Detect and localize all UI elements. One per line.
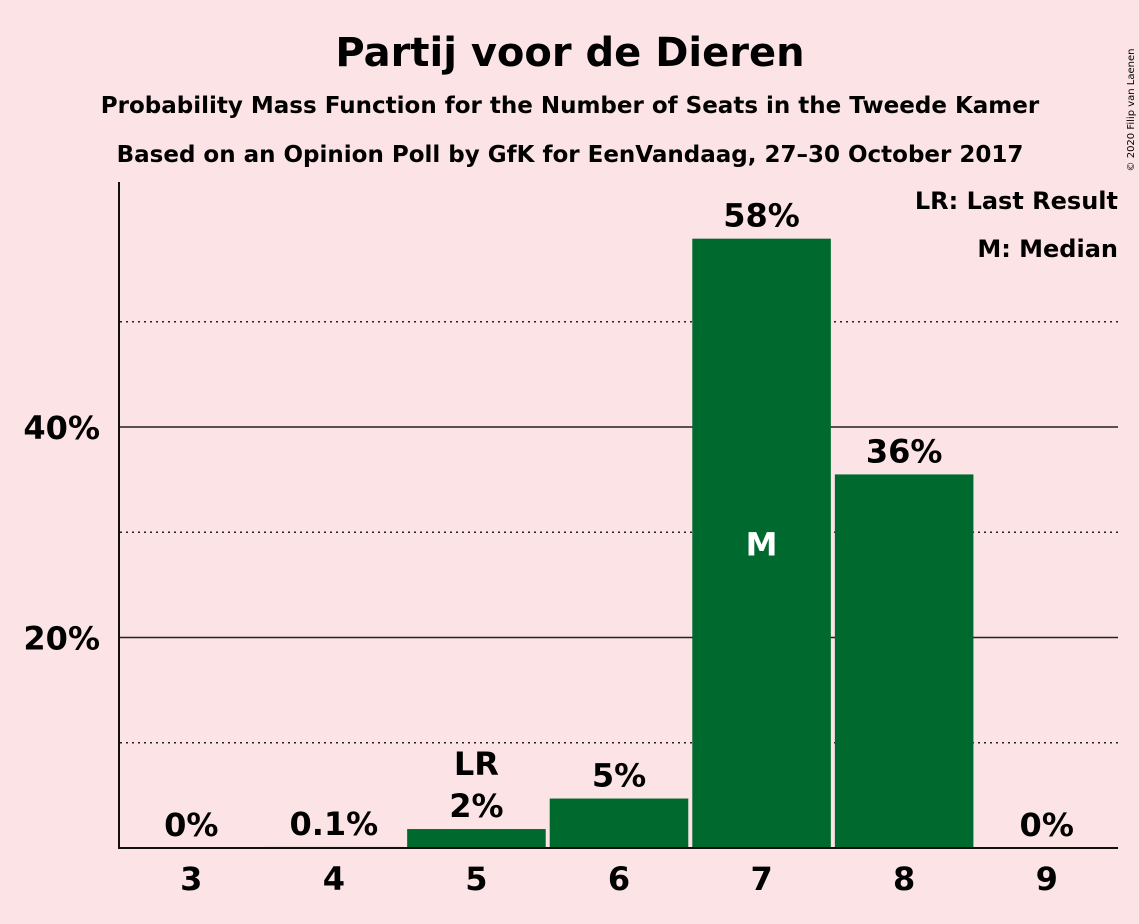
- bar-seats-7: [692, 238, 831, 848]
- x-tick-label: 4: [323, 860, 345, 898]
- x-tick-label: 7: [750, 860, 772, 898]
- value-label: 2%: [449, 787, 503, 825]
- last-result-marker: LR: [454, 745, 499, 783]
- x-tick-label: 8: [893, 860, 915, 898]
- bar-seats-5: [407, 829, 546, 848]
- x-axis-ticks: 3 4 5 6 7 8 9: [180, 860, 1058, 898]
- value-label: 0.1%: [289, 805, 378, 843]
- y-tick-label: 20%: [23, 620, 100, 658]
- value-label: 58%: [723, 197, 800, 235]
- chart-title: Partij voor de Dieren: [335, 30, 804, 76]
- value-label: 0%: [1020, 806, 1074, 844]
- data-labels: 0% 0.1% 2% LR 5% 58% M 36% 0%: [164, 197, 1074, 844]
- legend-median: M: Median: [977, 235, 1118, 263]
- bars: [264, 238, 974, 848]
- y-axis-ticks: 20% 40%: [23, 409, 100, 657]
- value-label: 5%: [592, 757, 646, 795]
- bar-seats-6: [549, 798, 689, 848]
- copyright-note: © 2020 Filip van Laenen: [1126, 49, 1137, 172]
- y-tick-label: 40%: [23, 409, 100, 447]
- median-marker: M: [746, 525, 778, 563]
- bar-seats-8: [834, 474, 974, 848]
- x-tick-label: 5: [465, 860, 487, 898]
- legend-last-result: LR: Last Result: [915, 187, 1118, 215]
- x-tick-label: 6: [608, 860, 630, 898]
- x-tick-label: 9: [1036, 860, 1058, 898]
- x-tick-label: 3: [180, 860, 202, 898]
- value-label: 36%: [866, 432, 943, 470]
- chart-subtitle-2: Based on an Opinion Poll by GfK for EenV…: [117, 142, 1024, 168]
- value-label: 0%: [164, 806, 218, 844]
- chart-subtitle-1: Probability Mass Function for the Number…: [101, 93, 1040, 119]
